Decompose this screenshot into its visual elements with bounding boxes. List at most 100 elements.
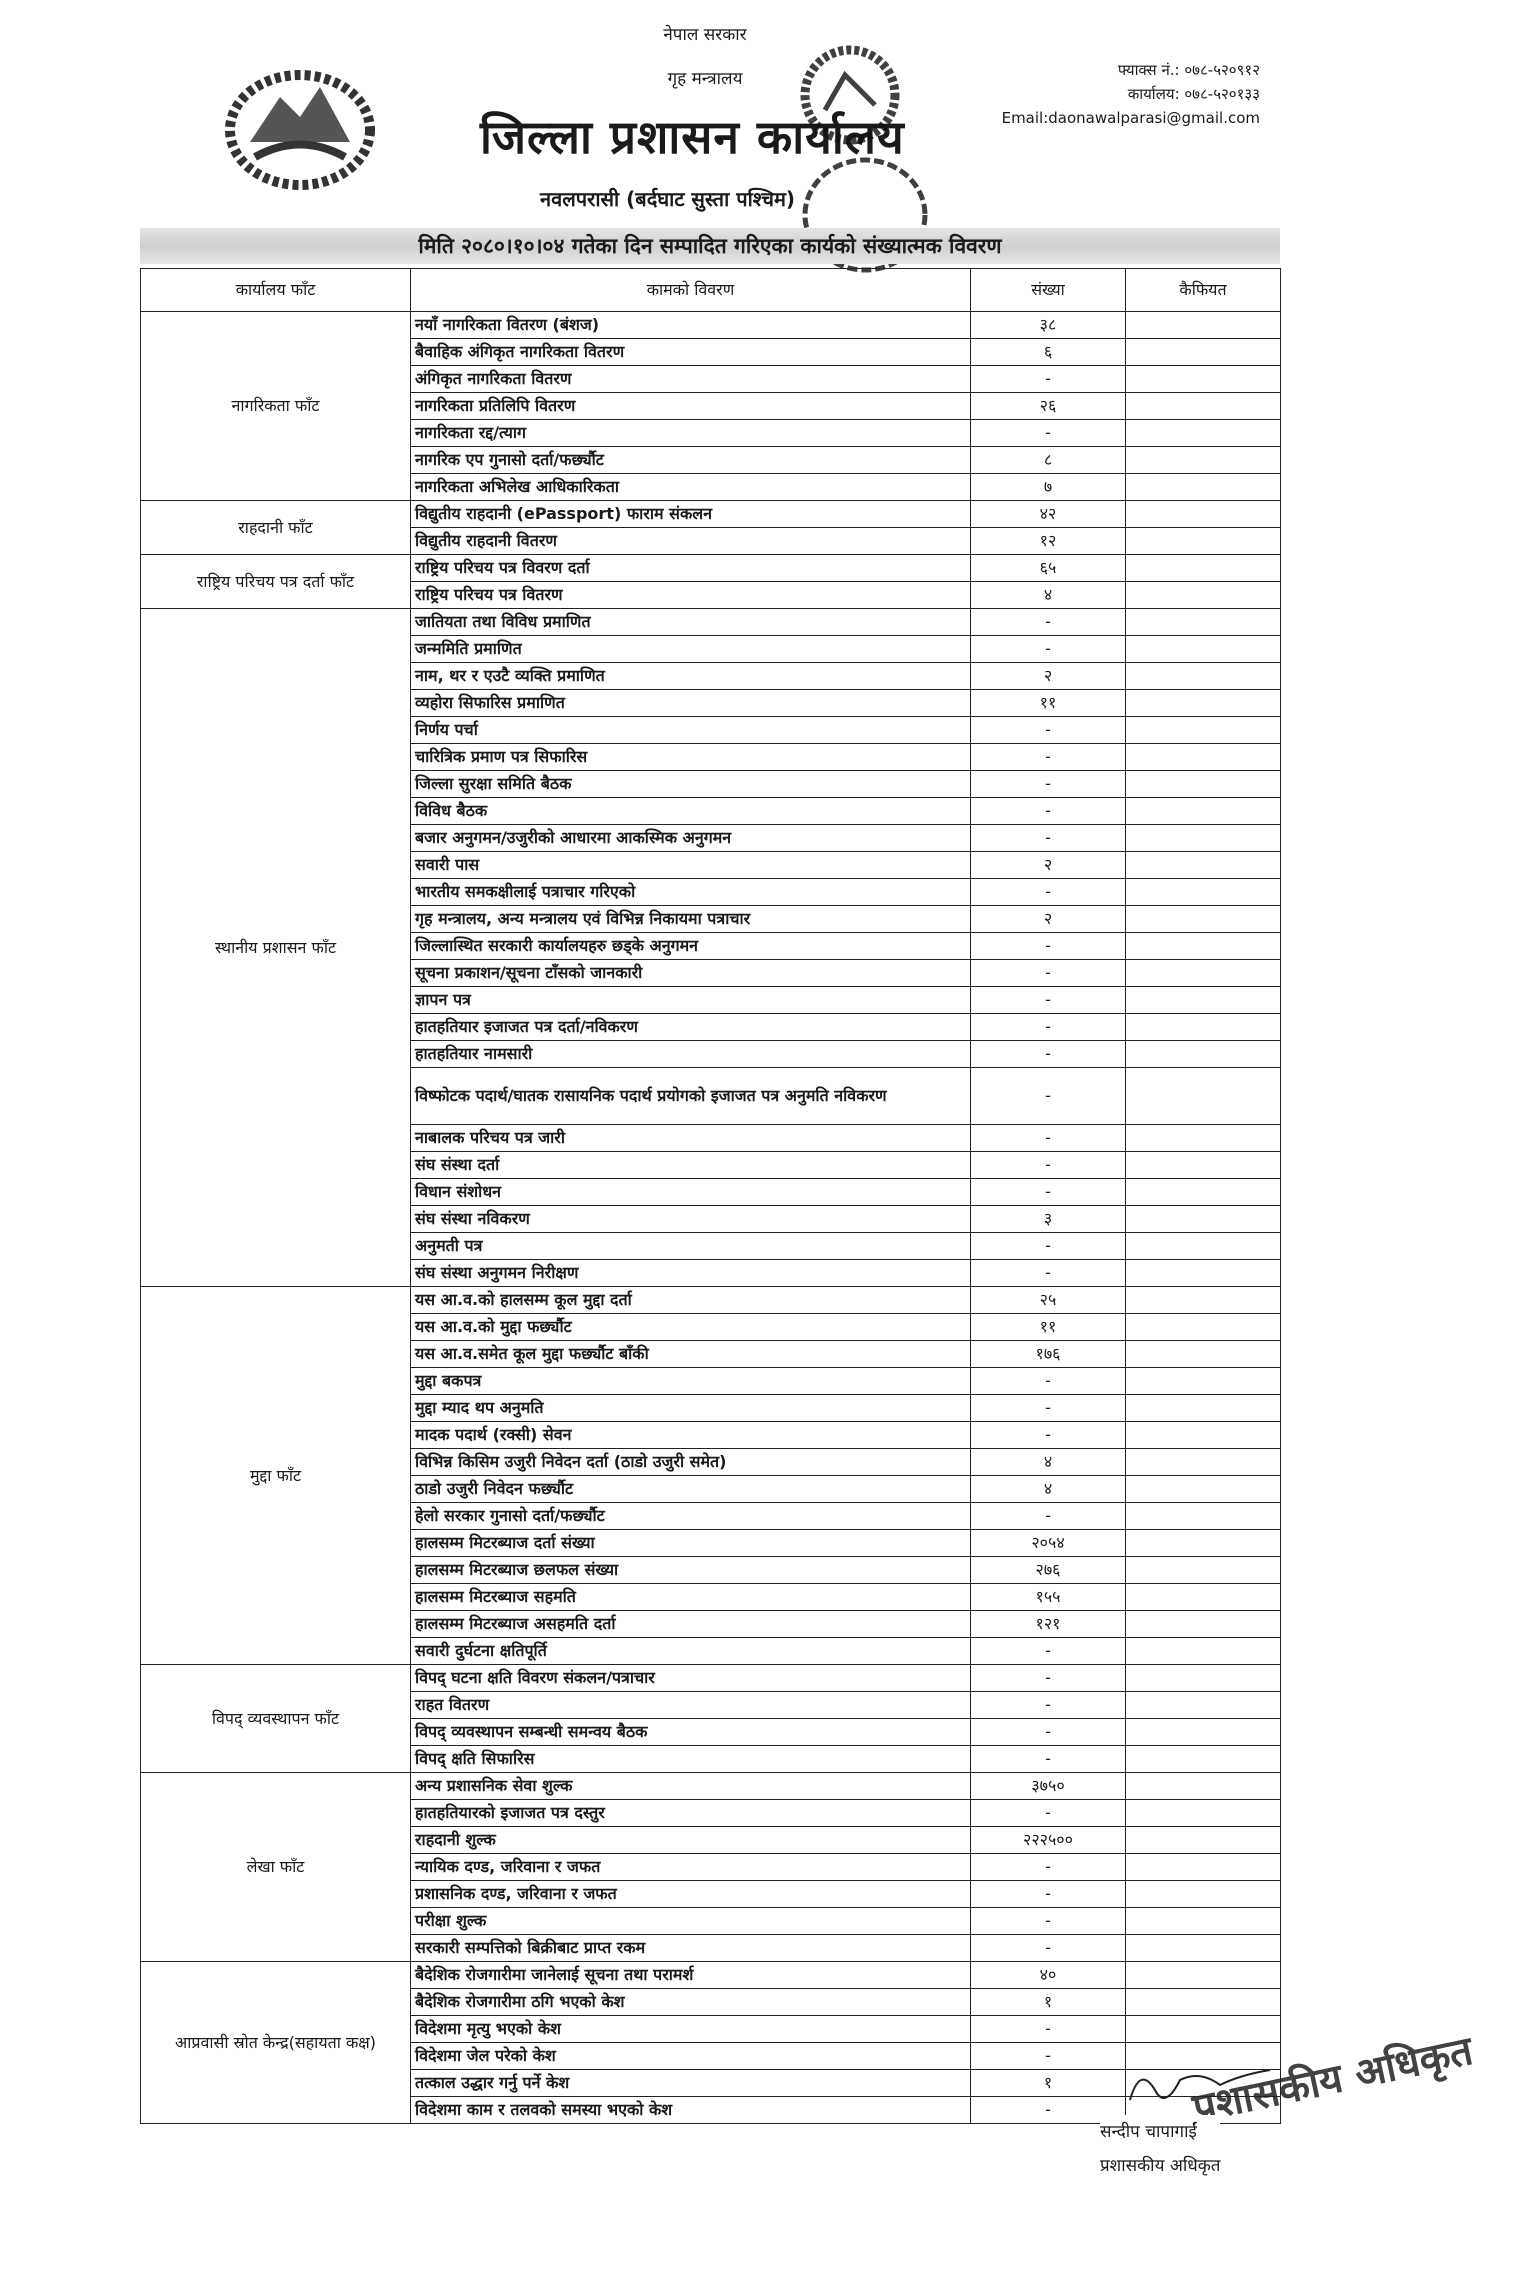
remarks-cell	[1125, 392, 1281, 420]
remarks-cell	[1125, 905, 1281, 933]
work-count: १७६	[970, 1340, 1126, 1368]
work-count: १२	[970, 527, 1126, 555]
work-count: -	[970, 1232, 1126, 1260]
work-description: सरकारी सम्पत्तिको बिक्रीबाट प्राप्त रकम	[410, 1934, 971, 1962]
remarks-cell	[1125, 1448, 1281, 1476]
table-row: विष्फोटक पदार्थ/घातक रासायनिक पदार्थ प्र…	[141, 1067, 1281, 1125]
table-row: सूचना प्रकाशन/सूचना टाँसको जानकारी -	[141, 959, 1281, 987]
table-row: संघ संस्था नविकरण ३	[141, 1205, 1281, 1233]
work-count: ४०	[970, 1961, 1126, 1989]
work-description: राष्ट्रिय परिचय पत्र विवरण दर्ता	[410, 554, 971, 582]
work-count: -	[970, 1880, 1126, 1908]
signatory-block: सन्दीप चापागाईं प्रशासकीय अधिकृत	[1100, 2115, 1221, 2183]
nepal-government-emblem-icon	[225, 70, 375, 190]
remarks-cell	[1125, 1286, 1281, 1314]
work-description: मादक पदार्थ (रक्सी) सेवन	[410, 1421, 971, 1449]
work-count: ३८	[970, 311, 1126, 339]
remarks-cell	[1125, 365, 1281, 393]
remarks-cell	[1125, 1988, 1281, 2016]
table-header-row: कार्यालय फाँट कामको विवरण संख्या कैफियत	[140, 268, 1281, 312]
remarks-cell	[1125, 1799, 1281, 1827]
remarks-cell	[1125, 662, 1281, 690]
table-row: हेलो सरकार गुनासो दर्ता/फर्छ्यौट -	[141, 1502, 1281, 1530]
section-name: विपद् व्यवस्थापन फाँट	[140, 1664, 411, 1773]
remarks-cell	[1125, 1067, 1281, 1125]
email: Email:daonawalparasi@gmail.com	[1001, 109, 1260, 127]
work-description: हातहतियार नामसारी	[410, 1040, 971, 1068]
work-count: -	[970, 1637, 1126, 1665]
table-row: आप्रवासी स्रोत केन्द्र(सहायता कक्ष) बैदेश…	[140, 1961, 1281, 2124]
work-description: बैवाहिक अंगिकृत नागरिकता वितरण	[410, 338, 971, 366]
work-count: -	[970, 1259, 1126, 1287]
remarks-cell	[1125, 824, 1281, 852]
work-description: अनुमती पत्र	[410, 1232, 971, 1260]
remarks-cell	[1125, 1340, 1281, 1368]
table-row: हालसम्म मिटरब्याज असहमति दर्ता १२१	[141, 1610, 1281, 1638]
remarks-cell	[1125, 1502, 1281, 1530]
work-description: मुद्दा बकपत्र	[410, 1367, 971, 1395]
table-row: नागरिकता प्रतिलिपि वितरण २६	[141, 392, 1281, 420]
work-description: विभिन्न किसिम उजुरी निवेदन दर्ता (ठाडो उ…	[410, 1448, 971, 1476]
remarks-cell	[1125, 473, 1281, 501]
remarks-cell	[1125, 1745, 1281, 1773]
work-count: -	[970, 770, 1126, 798]
remarks-cell	[1125, 1178, 1281, 1206]
work-description: हालसम्म मिटरब्याज दर्ता संख्या	[410, 1529, 971, 1557]
work-description: हालसम्म मिटरब्याज छलफल संख्या	[410, 1556, 971, 1584]
section-name: आप्रवासी स्रोत केन्द्र(सहायता कक्ष)	[140, 1961, 411, 2124]
remarks-cell	[1125, 419, 1281, 447]
work-count: -	[970, 1151, 1126, 1179]
work-count: -	[970, 1907, 1126, 1935]
table-row: विभिन्न किसिम उजुरी निवेदन दर्ता (ठाडो उ…	[141, 1448, 1281, 1476]
work-description: गृह मन्त्रालय, अन्य मन्त्रालय एवं विभिन्…	[410, 905, 971, 933]
work-description: हातहतियार इजाजत पत्र दर्ता/नविकरण	[410, 1013, 971, 1041]
work-count: -	[970, 716, 1126, 744]
remarks-cell	[1125, 1610, 1281, 1638]
work-count: ११	[970, 689, 1126, 717]
remarks-cell	[1125, 770, 1281, 798]
remarks-cell	[1125, 527, 1281, 555]
table-row: बैदेशिक रोजगारीमा ठगि भएको केश १	[141, 1988, 1281, 2016]
work-description: जिल्लास्थित सरकारी कार्यालयहरु छड्के अनु…	[410, 932, 971, 960]
table-row: विपद् व्यवस्थापन फाँट विपद् घटना क्षति वि…	[140, 1664, 1281, 1773]
remarks-cell	[1125, 1040, 1281, 1068]
work-description: सवारी दुर्घटना क्षतिपूर्ति	[410, 1637, 971, 1665]
remarks-cell	[1125, 1556, 1281, 1584]
work-count: ४	[970, 1448, 1126, 1476]
work-count: -	[970, 824, 1126, 852]
table-row: बजार अनुगमन/उजुरीको आधारमा आकस्मिक अनुगम…	[141, 824, 1281, 852]
work-description: परीक्षा शुल्क	[410, 1907, 971, 1935]
table-row: चारित्रिक प्रमाण पत्र सिफारिस -	[141, 743, 1281, 771]
section-name: राहदानी फाँट	[140, 500, 411, 555]
work-description: भारतीय समकक्षीलाई पत्राचार गरिएको	[410, 878, 971, 906]
remarks-cell	[1125, 1880, 1281, 1908]
section-name: मुद्दा फाँट	[140, 1286, 411, 1665]
work-description: विदेशमा मृत्यु भएको केश	[410, 2015, 971, 2043]
remarks-cell	[1125, 1961, 1281, 1989]
remarks-cell	[1125, 797, 1281, 825]
work-count: १२१	[970, 1610, 1126, 1638]
table-row: नाम, थर र एउटै व्यक्ति प्रमाणित २	[141, 662, 1281, 690]
work-count: -	[970, 1367, 1126, 1395]
fax-number: फ्याक्स नं.: ०७८-५२०९१२	[1117, 61, 1260, 79]
remarks-cell	[1125, 1475, 1281, 1503]
work-count: ८	[970, 446, 1126, 474]
remarks-cell	[1125, 851, 1281, 879]
work-description: सवारी पास	[410, 851, 971, 879]
work-count: -	[970, 878, 1126, 906]
work-description: विदेशमा जेल परेको केश	[410, 2042, 971, 2070]
work-description: न्यायिक दण्ड, जरिवाना र जफत	[410, 1853, 971, 1881]
work-count: २	[970, 905, 1126, 933]
report-title: मिति २०८०।१०।०४ गतेका दिन सम्पादित गरिएक…	[140, 228, 1280, 264]
table-row: भारतीय समकक्षीलाई पत्राचार गरिएको -	[141, 878, 1281, 906]
remarks-cell	[1125, 581, 1281, 609]
table-row: न्यायिक दण्ड, जरिवाना र जफत -	[141, 1853, 1281, 1881]
work-description: ज्ञापन पत्र	[410, 986, 971, 1014]
table-row: हातहतियार इजाजत पत्र दर्ता/नविकरण -	[141, 1013, 1281, 1041]
work-count: -	[970, 797, 1126, 825]
remarks-cell	[1125, 1232, 1281, 1260]
work-description: विष्फोटक पदार्थ/घातक रासायनिक पदार्थ प्र…	[410, 1067, 971, 1125]
office-title: जिल्ला प्रशासन कार्यालय	[480, 110, 905, 164]
table-row: बैवाहिक अंगिकृत नागरिकता वितरण ६	[141, 338, 1281, 366]
table-row: संघ संस्था अनुगमन निरीक्षण -	[141, 1259, 1281, 1287]
